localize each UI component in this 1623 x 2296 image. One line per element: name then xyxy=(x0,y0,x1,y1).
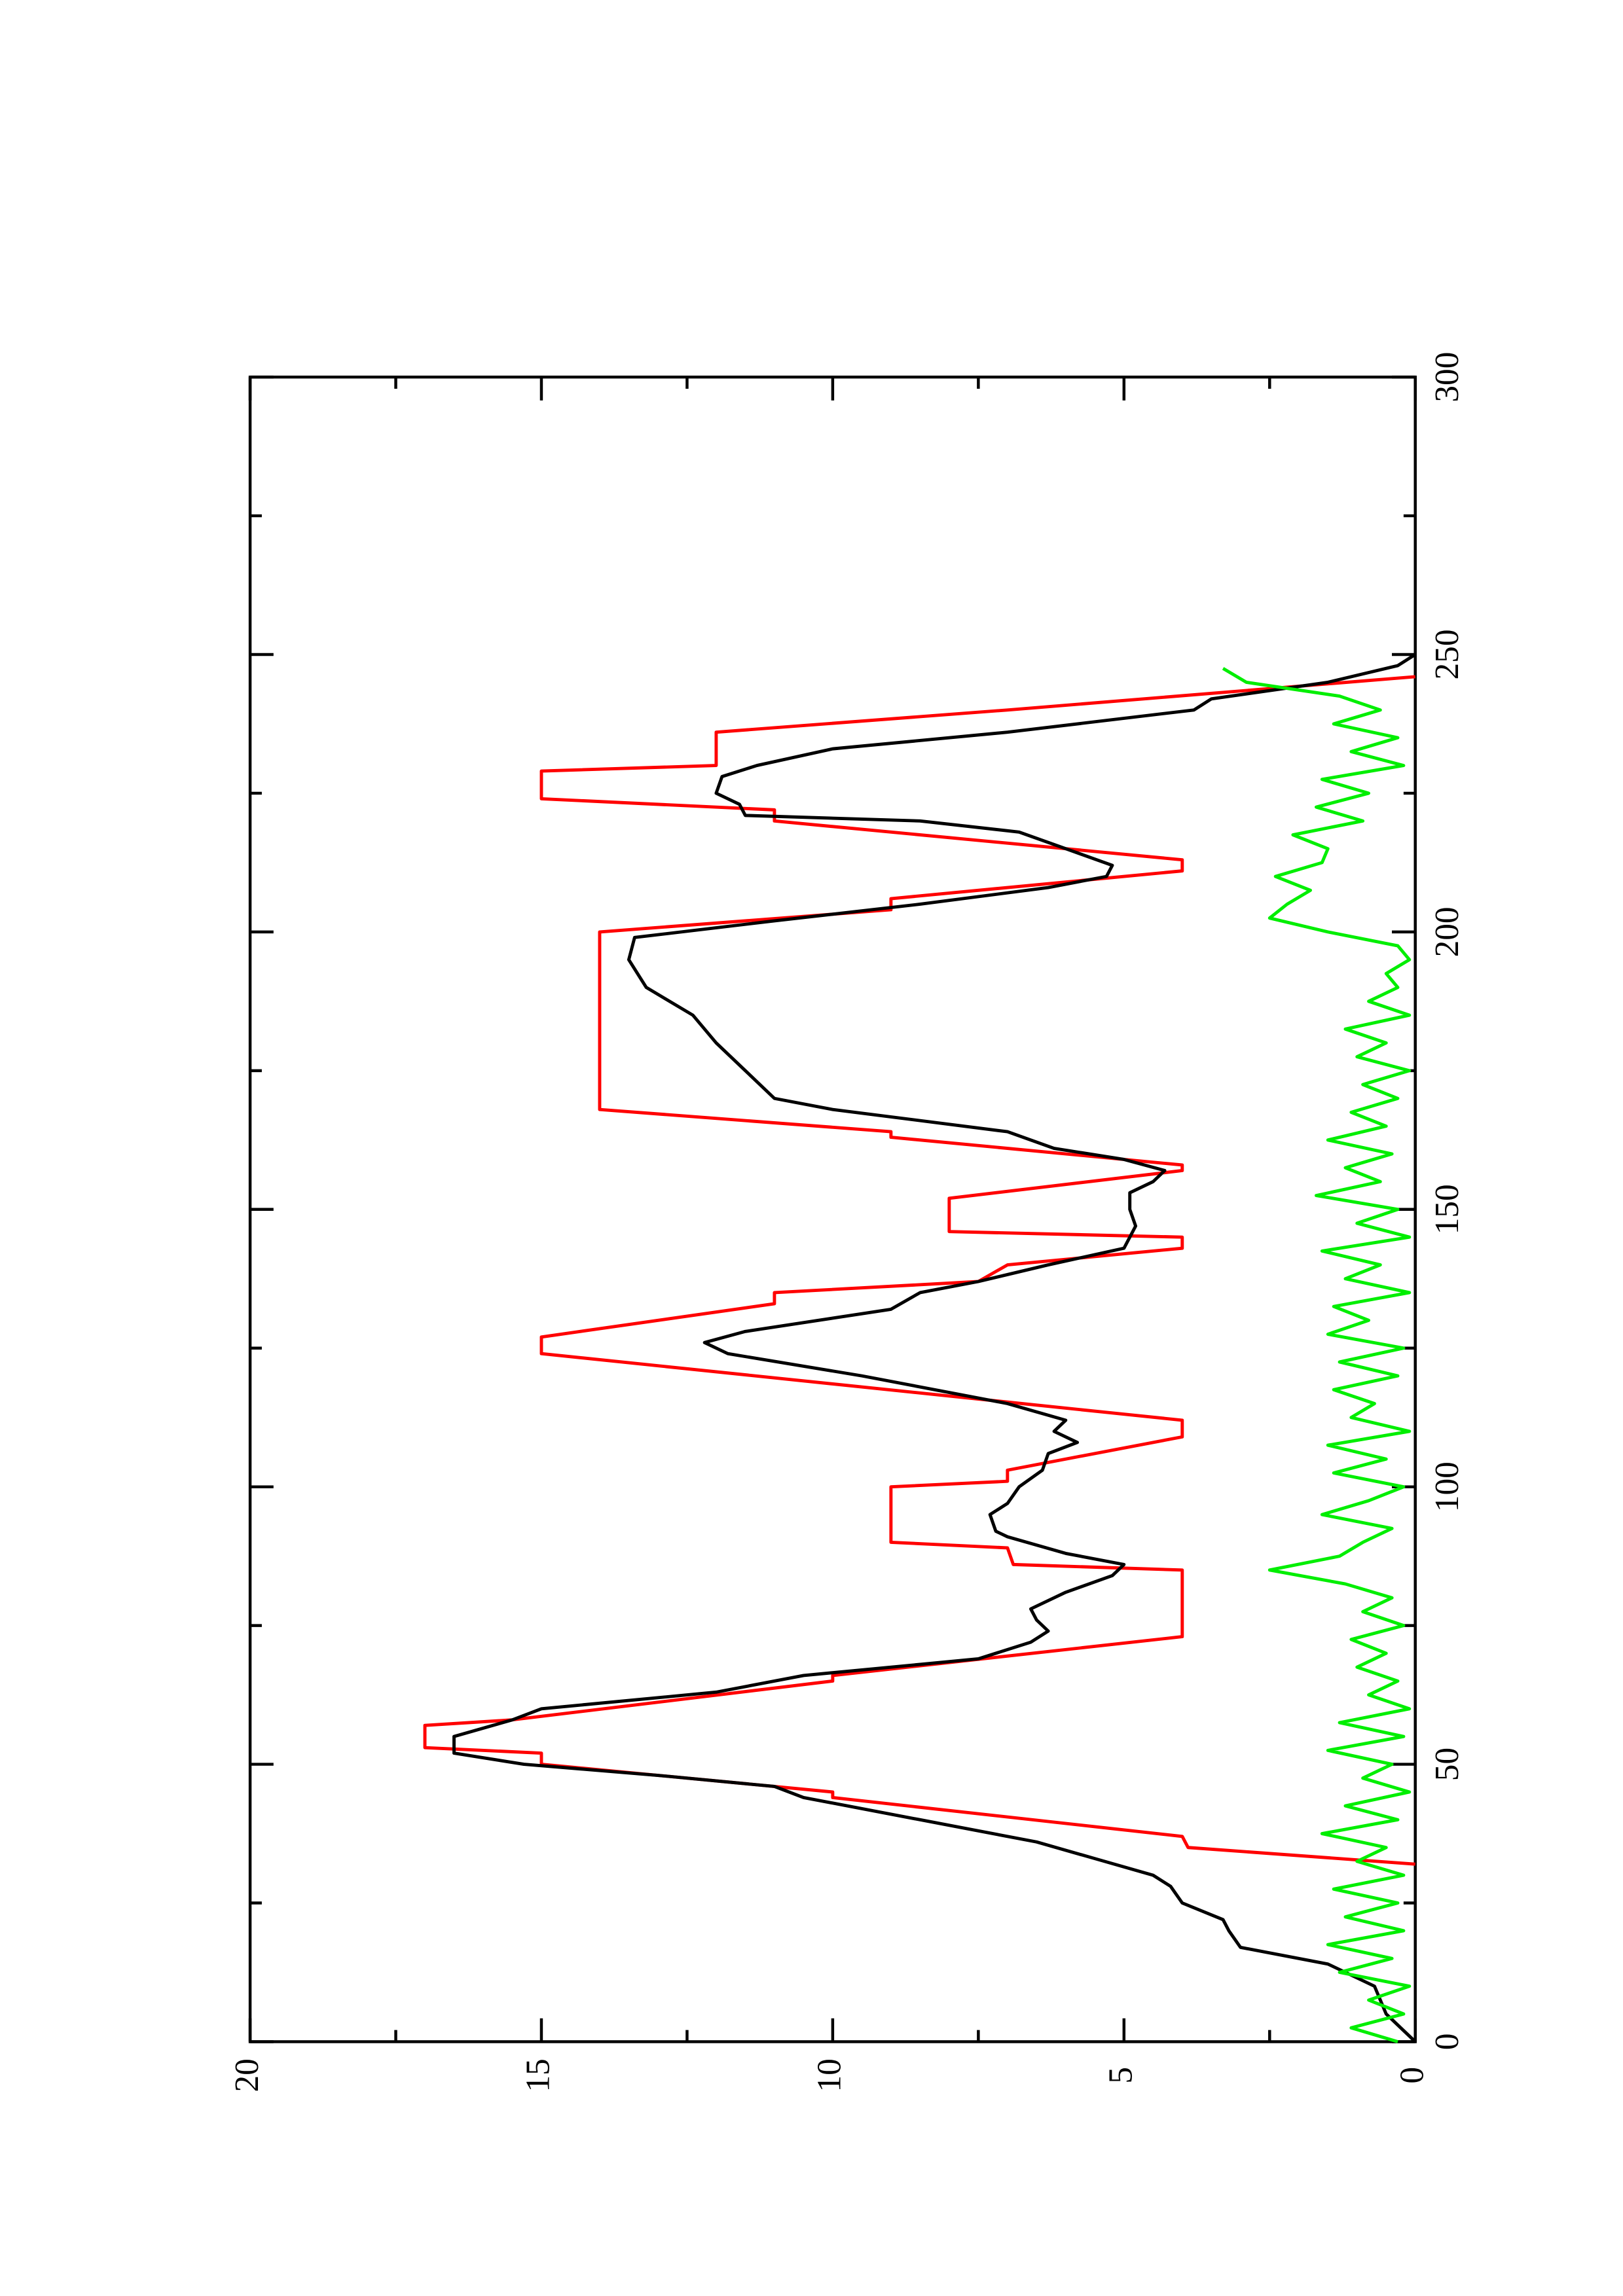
series-line xyxy=(1222,667,1412,2043)
x-tick-label: 250 xyxy=(1429,629,1466,679)
y-tick-label: 10 xyxy=(811,2058,848,2092)
y-tick-label: 15 xyxy=(520,2058,557,2092)
series-line xyxy=(423,675,1415,1866)
x-tick-label: 100 xyxy=(1429,1462,1466,1512)
x-tick-label: 200 xyxy=(1429,906,1466,957)
x-tick-label: 300 xyxy=(1429,352,1466,403)
x-tick-label: 50 xyxy=(1429,1748,1466,1781)
x-tick-label: 150 xyxy=(1429,1184,1466,1234)
x-tick-label: 0 xyxy=(1429,2034,1466,2051)
y-tick-label: 20 xyxy=(228,2058,266,2092)
y-tick-label: 0 xyxy=(1393,2067,1431,2084)
y-tick-label: 5 xyxy=(1103,2067,1140,2084)
series-line xyxy=(452,653,1417,2043)
